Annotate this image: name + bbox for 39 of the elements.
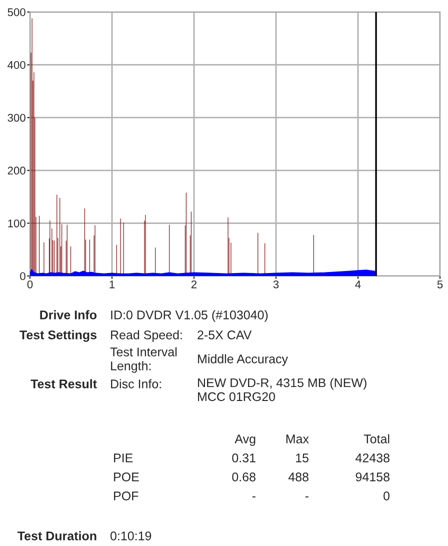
text: 0:10:19	[110, 532, 152, 540]
text: Test Duration	[18, 531, 96, 540]
text: 2-5X CAV	[198, 330, 252, 340]
text: PIE	[114, 454, 133, 462]
y-tick-label: 200	[8, 166, 26, 175]
text: Read Speed:	[111, 330, 182, 342]
text: POF	[114, 492, 138, 500]
y-tick-label: 500	[8, 8, 26, 16]
text: Drive Info	[40, 310, 97, 320]
text: Middle Accuracy	[198, 354, 288, 366]
text: 488	[288, 472, 308, 482]
y-tick-label: 0	[20, 272, 26, 280]
text: Test Result	[30, 379, 97, 388]
text: -	[305, 496, 308, 498]
y-tick-label: 300	[8, 114, 26, 122]
text: NEW DVD-R, 4315 MB (NEW) MCC 01RG20	[198, 378, 366, 402]
text: ID:0 DVDR V1.05 (#103040)	[111, 310, 268, 322]
text: Total	[364, 434, 390, 444]
x-tick-label: 0	[27, 280, 33, 288]
text: 42438	[356, 454, 390, 462]
y-tick-label: 100	[8, 219, 26, 228]
text: 94158	[356, 472, 390, 482]
x-tick-label: 1	[110, 280, 115, 288]
x-tick-label: 5	[437, 280, 443, 288]
text: POE	[114, 472, 139, 482]
x-tick-label: 4	[355, 280, 361, 288]
text: Test Settings	[20, 330, 96, 342]
text: Test Interval Length:	[110, 347, 177, 373]
text: Max	[286, 434, 309, 444]
x-tick-label: 2	[191, 280, 197, 288]
text: Disc Info:	[111, 379, 161, 388]
y-tick-label: 400	[8, 61, 26, 69]
text: 15	[296, 454, 308, 462]
text: 0.31	[232, 454, 256, 462]
x-tick-label: 3	[273, 280, 279, 288]
text: Avg	[234, 434, 256, 446]
text: 0	[384, 492, 390, 500]
text: -	[252, 496, 256, 498]
text: 0.68	[232, 472, 256, 482]
